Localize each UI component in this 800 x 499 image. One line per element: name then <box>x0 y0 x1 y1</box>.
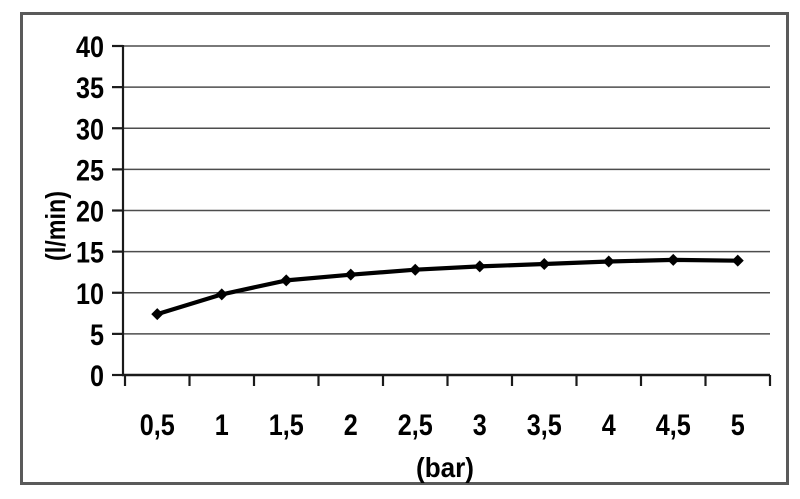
y-tick-label: 20 <box>76 196 104 229</box>
x-tick-label: 1 <box>215 409 229 442</box>
chart-frame <box>20 12 789 485</box>
series-line <box>155 257 740 317</box>
y-tick-label: 5 <box>90 319 104 352</box>
data-point-marker <box>280 274 293 287</box>
data-point-marker <box>344 268 357 281</box>
x-axis-title: (bar) <box>416 452 474 483</box>
y-tick-label: 0 <box>90 360 104 393</box>
y-tick-label: 15 <box>76 237 104 270</box>
y-tick-label: 30 <box>76 113 104 146</box>
data-point-marker <box>409 263 422 276</box>
x-tick-label: 1,5 <box>269 409 304 442</box>
data-point-marker <box>151 308 164 321</box>
x-tick-label: 2,5 <box>398 409 433 442</box>
data-point-marker <box>667 253 680 266</box>
plot-area: 0 5 10 15 20 25 30 35 40 0,5 1 1,5 2 2,5 3 3,5 4 4,5 5 <box>76 31 772 442</box>
x-tick-label: 3 <box>473 409 487 442</box>
x-tick-label: 4 <box>602 409 616 442</box>
y-tick-label: 35 <box>76 72 104 105</box>
data-point-marker <box>538 257 551 270</box>
y-tick-label: 40 <box>76 31 104 64</box>
x-tick-label: 4,5 <box>656 409 691 442</box>
data-point-marker <box>602 255 615 268</box>
x-tick-label: 5 <box>731 409 745 442</box>
y-tick-label: 25 <box>76 154 104 187</box>
x-tick-label: 2 <box>344 409 358 442</box>
x-tick-label: 3,5 <box>527 409 562 442</box>
x-tick-label: 0,5 <box>140 409 175 442</box>
data-point-marker <box>215 288 228 301</box>
y-axis-title: (l/min) <box>40 191 71 261</box>
y-tick-label: 10 <box>76 278 104 311</box>
data-point-marker <box>473 260 486 273</box>
data-point-marker <box>731 254 744 267</box>
